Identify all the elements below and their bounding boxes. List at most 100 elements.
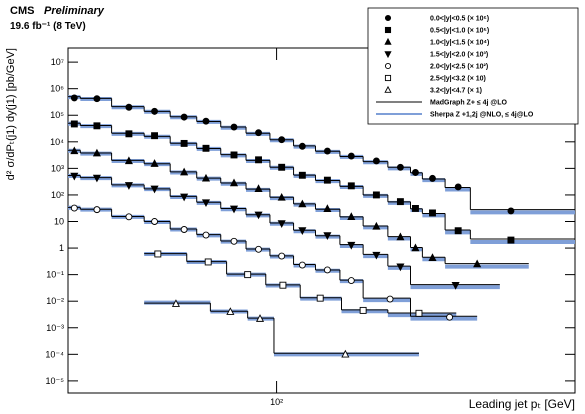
data-point bbox=[125, 130, 133, 138]
y-tick-label: 10⁻³ bbox=[46, 323, 64, 333]
data-point bbox=[154, 250, 162, 258]
y-tick-label: 10⁻⁴ bbox=[45, 349, 64, 359]
y-tick-label: 1 bbox=[59, 243, 64, 253]
legend-label: 2.0<|y|<2.5 (× 10²) bbox=[430, 64, 488, 71]
data-point bbox=[298, 261, 306, 269]
data-point bbox=[446, 313, 454, 321]
data-point bbox=[202, 144, 210, 152]
data-point bbox=[386, 295, 394, 303]
legend-marker bbox=[384, 62, 392, 70]
experiment-label: CMS bbox=[10, 5, 34, 17]
data-point bbox=[180, 113, 188, 121]
data-point bbox=[230, 237, 238, 245]
data-point bbox=[180, 167, 189, 176]
preliminary-label: Preliminary bbox=[44, 5, 105, 17]
data-point bbox=[372, 191, 380, 199]
data-point bbox=[202, 117, 210, 125]
data-point bbox=[93, 122, 101, 130]
legend-marker bbox=[384, 51, 392, 59]
data-point bbox=[204, 258, 212, 266]
data-point bbox=[124, 156, 133, 165]
y-tick-label: 10⁵ bbox=[50, 110, 64, 120]
data-point bbox=[323, 176, 331, 184]
legend-label: 1.0<|y|<1.5 (× 10⁴) bbox=[430, 40, 489, 47]
data-point bbox=[396, 263, 405, 272]
data-point bbox=[70, 94, 78, 102]
luminosity-label: 19.6 fb⁻¹ (8 TeV) bbox=[10, 21, 86, 32]
legend-label: 3.2<|y|<4.7 (× 1) bbox=[430, 88, 482, 95]
data-point bbox=[279, 281, 287, 289]
data-point bbox=[298, 142, 306, 150]
x-axis-title: Leading jet pₜ [GeV] bbox=[469, 397, 575, 411]
data-point bbox=[454, 227, 462, 235]
data-point bbox=[507, 207, 515, 215]
plot-frame bbox=[67, 47, 576, 394]
data-point bbox=[412, 169, 419, 176]
data-point bbox=[202, 231, 210, 239]
data-point bbox=[323, 232, 332, 240]
data-point bbox=[412, 205, 419, 212]
data-point bbox=[124, 182, 133, 190]
data-point bbox=[230, 123, 238, 131]
data-point bbox=[254, 184, 263, 192]
data-point bbox=[277, 220, 286, 228]
legend-label: MadGraph Z+ ≤ 4j @LO bbox=[430, 100, 508, 107]
data-point bbox=[298, 171, 306, 179]
data-point bbox=[171, 299, 180, 307]
data-point bbox=[180, 226, 188, 233]
data-point bbox=[396, 198, 404, 206]
data-point bbox=[372, 221, 381, 230]
y-tick-label: 10² bbox=[51, 190, 64, 200]
data-point bbox=[278, 252, 286, 260]
data-point bbox=[180, 193, 189, 202]
legend-marker bbox=[384, 74, 392, 82]
data-point bbox=[93, 206, 101, 214]
data-point bbox=[125, 213, 133, 221]
data-point bbox=[180, 139, 188, 147]
legend-label: 1.5<|y|<2.0 (× 10³) bbox=[430, 52, 488, 59]
data-point bbox=[278, 163, 286, 171]
legend-box bbox=[367, 7, 579, 125]
data-point bbox=[359, 306, 367, 314]
data-point bbox=[278, 136, 286, 144]
data-point bbox=[70, 120, 78, 128]
data-point bbox=[415, 309, 423, 317]
data-point bbox=[70, 172, 79, 181]
data-point bbox=[429, 209, 436, 217]
data-point bbox=[298, 227, 307, 236]
y-tick-label: 10⁶ bbox=[50, 84, 64, 94]
data-point bbox=[151, 218, 159, 225]
data-point bbox=[411, 243, 420, 252]
y-tick-label: 10⁻² bbox=[46, 296, 64, 306]
data-point bbox=[429, 174, 436, 182]
y-tick-label: 10³ bbox=[51, 163, 64, 173]
data-point bbox=[454, 183, 462, 191]
data-point bbox=[229, 205, 239, 214]
data-point bbox=[428, 253, 437, 261]
data-point bbox=[254, 211, 263, 220]
data-point bbox=[473, 259, 482, 268]
data-point bbox=[277, 192, 286, 201]
data-point bbox=[347, 241, 356, 250]
data-point bbox=[451, 282, 460, 290]
data-point bbox=[316, 294, 324, 302]
y-tick-label: 10⁴ bbox=[50, 137, 64, 147]
data-point bbox=[230, 151, 238, 159]
data-point bbox=[347, 152, 355, 160]
data-point bbox=[323, 204, 332, 212]
data-point bbox=[70, 146, 79, 155]
y-tick-label: 10⁻⁵ bbox=[46, 376, 65, 386]
y-tick-label: 10⁷ bbox=[51, 57, 64, 67]
data-point bbox=[298, 199, 307, 208]
legend-label: 2.5<|y|<3.2 (× 10) bbox=[430, 76, 486, 83]
data-point bbox=[150, 185, 159, 194]
data-point bbox=[229, 178, 239, 187]
data-point bbox=[347, 277, 355, 284]
data-point bbox=[70, 204, 78, 212]
data-point bbox=[151, 132, 159, 140]
x-tick-label: 10² bbox=[270, 397, 283, 407]
legend-label: 0.5<|y|<1.0 (× 10⁵) bbox=[430, 28, 489, 35]
data-point bbox=[255, 245, 262, 253]
data-point bbox=[507, 236, 515, 244]
